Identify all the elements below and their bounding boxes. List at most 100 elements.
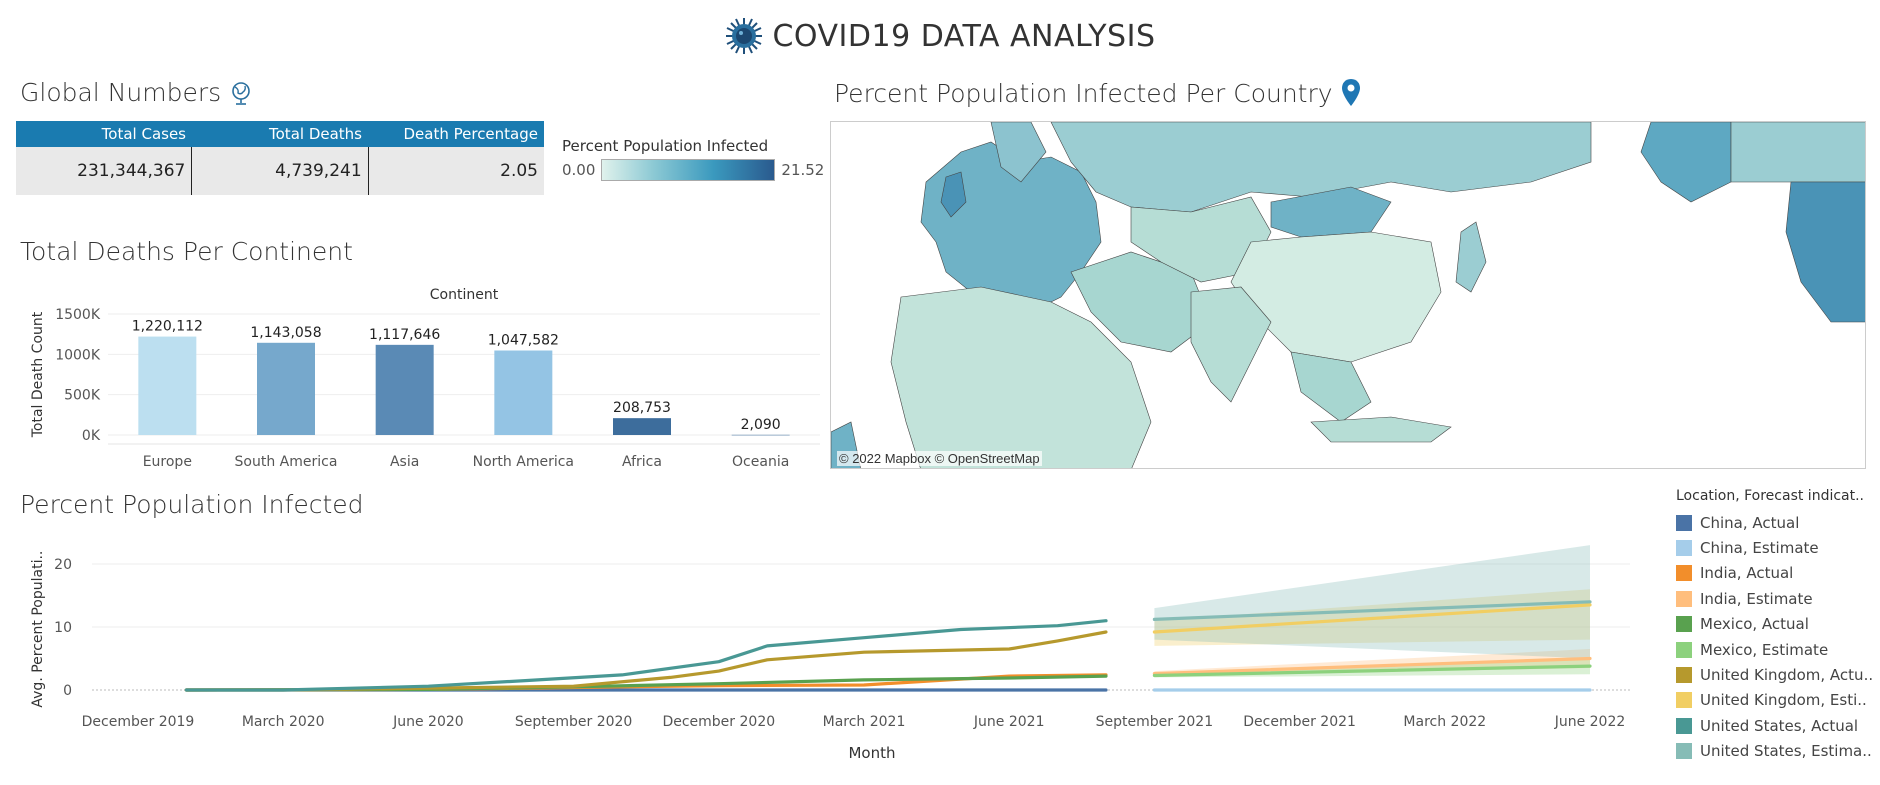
line-y-tick-label: 20 xyxy=(54,557,72,573)
map-canvas[interactable] xyxy=(831,122,1866,469)
bar-y-tick-label: 1000K xyxy=(55,347,101,363)
dashboard-header: COVID19 DATA ANALYSIS xyxy=(0,16,1880,60)
line-x-tick-label: December 2020 xyxy=(662,714,775,730)
line-chart-title: Percent Population Infected xyxy=(20,490,364,519)
region-japan[interactable] xyxy=(1455,221,1487,293)
map-credit: © 2022 Mapbox © OpenStreetMap xyxy=(837,451,1042,466)
region-india[interactable] xyxy=(1190,286,1272,403)
legend-label: China, Actual xyxy=(1700,513,1800,532)
forecast-legend: Location, Forecast indicat.. China, Actu… xyxy=(1676,488,1876,764)
region-southeast-asia[interactable] xyxy=(1290,351,1372,423)
legend-min: 0.00 xyxy=(562,161,596,179)
legend-swatch xyxy=(1676,717,1692,734)
region-china[interactable] xyxy=(1230,231,1442,363)
region-scandinavia[interactable] xyxy=(990,122,1047,183)
bar-oceania[interactable] xyxy=(731,434,790,436)
legend-item[interactable]: United Kingdom, Esti.. xyxy=(1676,688,1876,713)
line-chart: Avg. Percent Populati.. Month 0 10 20 Dece… xyxy=(30,545,1630,762)
line-x-tick-label: March 2020 xyxy=(242,714,325,730)
map-title: Percent Population Infected Per Country xyxy=(834,78,1361,108)
legend-swatch xyxy=(1676,514,1692,531)
legend-item[interactable]: India, Actual xyxy=(1676,561,1876,586)
table-header-row: Total Cases Total Deaths Death Percentag… xyxy=(16,121,544,147)
global-numbers-title-text: Global Numbers xyxy=(20,78,222,107)
bar-north-america[interactable] xyxy=(494,350,553,435)
line-x-tick-label: June 2022 xyxy=(1554,714,1626,730)
table-row: 231,344,367 4,739,241 2.05 xyxy=(16,147,544,195)
series-line-united-kingdom-esti-[interactable] xyxy=(1152,603,1592,634)
bar-x-tick-label: North America xyxy=(473,454,574,470)
series-line-united-states-actual[interactable] xyxy=(184,619,1108,692)
legend-gradient xyxy=(601,159,776,181)
series-line-united-kingdom-actu-[interactable] xyxy=(184,630,1108,692)
legend-label: United States, Actual xyxy=(1700,716,1859,735)
bar-value-label: 1,143,058 xyxy=(250,325,321,341)
line-x-tick-label: March 2022 xyxy=(1403,714,1486,730)
bar-x-tick-label: Oceania xyxy=(732,454,789,470)
map-color-legend: Percent Population Infected 0.00 21.52 xyxy=(562,137,824,181)
bar-asia[interactable] xyxy=(375,344,434,435)
bar-value-label: 1,117,646 xyxy=(369,327,440,343)
line-chart-x-axis-label: Month xyxy=(848,744,895,762)
legend-item[interactable]: Mexico, Estimate xyxy=(1676,637,1876,662)
legend-label: China, Estimate xyxy=(1700,539,1819,558)
legend-item[interactable]: China, Actual xyxy=(1676,510,1876,535)
forecast-legend-title: Location, Forecast indicat.. xyxy=(1676,488,1865,504)
bar-value-label: 208,753 xyxy=(613,400,671,416)
legend-label: India, Estimate xyxy=(1700,589,1813,608)
value-total-deaths: 4,739,241 xyxy=(191,147,367,195)
legend-swatch xyxy=(1676,540,1692,557)
choropleth-map[interactable]: © 2022 Mapbox © OpenStreetMap xyxy=(830,121,1866,469)
region-usa[interactable] xyxy=(1785,181,1866,323)
region-canada[interactable] xyxy=(1730,122,1866,183)
bar-x-tick-label: Europe xyxy=(143,454,192,470)
region-indonesia[interactable] xyxy=(1310,416,1452,443)
bar-africa[interactable] xyxy=(613,418,671,435)
header-total-cases: Total Cases xyxy=(101,125,186,143)
legend-swatch xyxy=(1676,641,1692,658)
legend-item[interactable]: United States, Actual xyxy=(1676,713,1876,738)
legend-label: United Kingdom, Esti.. xyxy=(1700,691,1867,710)
map-pin-icon xyxy=(1341,79,1360,106)
global-numbers-table: Total Cases Total Deaths Death Percentag… xyxy=(16,121,544,195)
line-x-tick-label: June 2021 xyxy=(973,714,1045,730)
globe-icon xyxy=(232,81,250,105)
legend-swatch xyxy=(1676,565,1692,582)
bar-y-tick-label: 500K xyxy=(64,388,101,404)
legend-label: Mexico, Actual xyxy=(1700,615,1809,634)
legend-item[interactable]: China, Estimate xyxy=(1676,535,1876,560)
line-x-tick-label: December 2021 xyxy=(1243,714,1356,730)
legend-item[interactable]: United Kingdom, Actu.. xyxy=(1676,662,1876,687)
bar-europe[interactable] xyxy=(138,336,197,435)
line-x-tick-label: September 2020 xyxy=(515,714,632,730)
virus-icon xyxy=(726,18,763,54)
line-y-tick-label: 0 xyxy=(63,683,72,699)
legend-swatch xyxy=(1676,590,1692,607)
global-numbers-title: Global Numbers xyxy=(20,78,253,107)
bar-value-label: 1,047,582 xyxy=(488,332,559,348)
bar-south-america[interactable] xyxy=(257,342,315,435)
bar-chart-y-axis-label: Total Death Count xyxy=(30,311,46,438)
series-line-india-estimate[interactable] xyxy=(1152,656,1592,676)
legend-item[interactable]: Mexico, Actual xyxy=(1676,612,1876,637)
bar-x-tick-label: South America xyxy=(235,454,338,470)
legend-item[interactable]: United States, Estima.. xyxy=(1676,739,1876,764)
region-uk[interactable] xyxy=(940,171,967,218)
series-line-united-states-estima-[interactable] xyxy=(1152,600,1592,621)
line-y-tick-label: 10 xyxy=(54,620,72,636)
bar-chart-x-title: Continent xyxy=(430,287,499,303)
bar-y-tick-label: 1500K xyxy=(55,307,101,323)
legend-label: United Kingdom, Actu.. xyxy=(1700,666,1872,685)
bar-y-tick-label: 0K xyxy=(82,428,101,444)
legend-title: Percent Population Infected xyxy=(562,137,769,155)
bar-chart-title: Total Deaths Per Continent xyxy=(20,237,353,266)
region-alaska[interactable] xyxy=(1640,122,1732,203)
value-death-percentage: 2.05 xyxy=(367,147,544,195)
bar-x-tick-label: Africa xyxy=(622,454,662,470)
bar-chart: Continent Total Death Count 0K 500K 1000K 1… xyxy=(30,287,820,470)
legend-item[interactable]: India, Estimate xyxy=(1676,586,1876,611)
region-africa[interactable] xyxy=(890,286,1152,469)
series-line-mexico-estimate[interactable] xyxy=(1152,664,1592,678)
bar-x-tick-label: Asia xyxy=(390,454,419,470)
legend-swatch xyxy=(1676,667,1692,684)
